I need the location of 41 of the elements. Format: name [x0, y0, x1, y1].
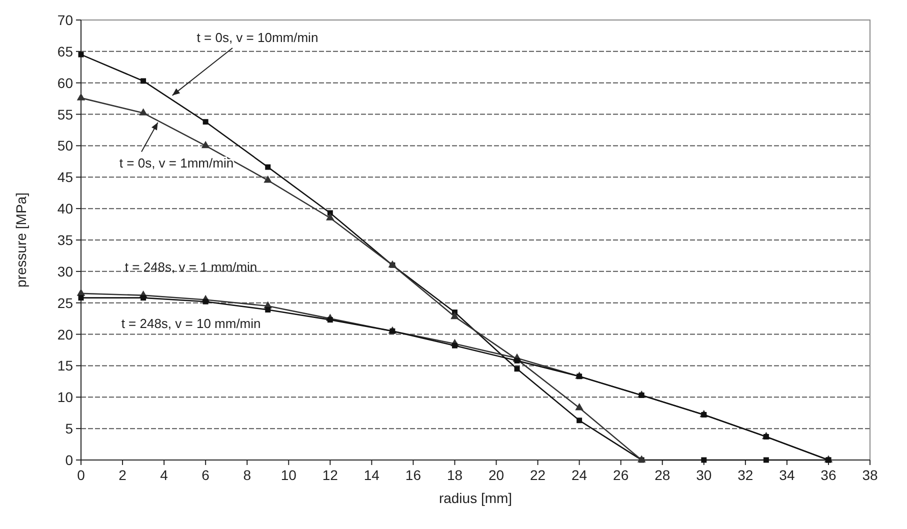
y-tick-label: 10 — [57, 389, 74, 406]
y-tick-label: 55 — [57, 106, 74, 122]
y-tick-label: 50 — [57, 138, 74, 154]
x-tick-label: 10 — [280, 467, 297, 483]
y-tick-label: 60 — [57, 74, 74, 91]
y-tick-label: 25 — [57, 294, 74, 311]
y-tick-label: 35 — [57, 232, 74, 248]
x-tick-label: 0 — [77, 467, 86, 483]
annotation: t = 0s, v = 10mm/min — [196, 30, 318, 45]
x-tick-label: 26 — [613, 467, 629, 483]
x-tick-label: 30 — [696, 467, 712, 483]
x-tick-label: 24 — [572, 467, 588, 483]
y-tick-label: 15 — [57, 358, 74, 374]
x-tick-label: 36 — [820, 467, 836, 483]
x-tick-label: 32 — [738, 467, 754, 483]
y-tick-label: 65 — [57, 43, 74, 60]
x-tick-label: 16 — [405, 467, 422, 483]
y-tick-label: 70 — [57, 12, 74, 28]
y-tick-label: 20 — [57, 326, 74, 342]
y-tick-label: 5 — [65, 420, 74, 437]
x-tick-label: 34 — [779, 467, 795, 483]
x-tick-label: 12 — [322, 467, 338, 483]
x-tick-label: 2 — [118, 467, 127, 483]
x-tick-label: 38 — [862, 467, 878, 483]
y-tick-label: 40 — [57, 200, 74, 217]
annotation: t = 248s, v = 1 mm/min — [124, 259, 258, 274]
x-tick-label: 20 — [488, 467, 504, 483]
y-tick-label: 0 — [65, 452, 74, 468]
x-tick-label: 4 — [160, 467, 168, 483]
x-tick-label: 6 — [202, 467, 210, 483]
x-tick-label: 8 — [243, 467, 252, 483]
x-tick-label: 22 — [530, 467, 546, 483]
x-tick-label: 14 — [364, 467, 380, 483]
y-tick-label: 30 — [57, 263, 74, 280]
x-tick-label: 28 — [654, 467, 670, 483]
y-tick-label: 45 — [57, 169, 74, 186]
x-tick-label: 18 — [446, 467, 463, 483]
annotation: t = 0s, v = 1mm/min — [119, 156, 234, 171]
annotation: t = 248s, v = 10 mm/min — [121, 316, 261, 331]
x-axis-title: radius [mm] — [438, 490, 512, 506]
y-axis-title: pressure [MPa] — [13, 192, 29, 288]
